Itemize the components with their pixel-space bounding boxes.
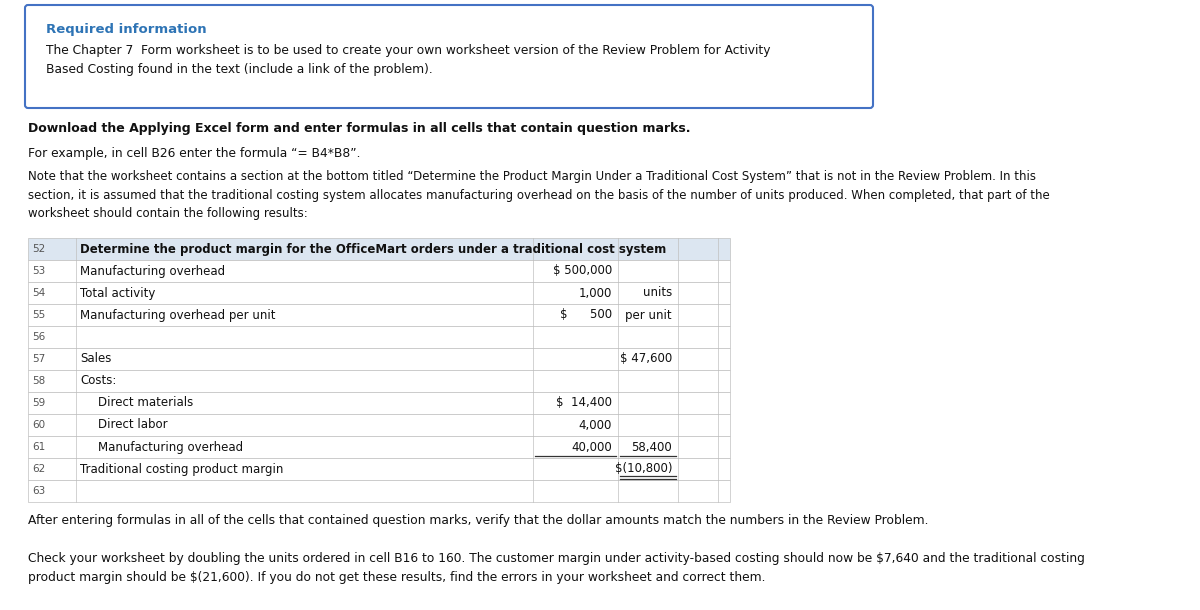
Bar [28, 304, 730, 326]
Text: 58: 58 [32, 376, 46, 386]
Text: Manufacturing overhead per unit: Manufacturing overhead per unit [80, 309, 276, 321]
Text: The Chapter 7  Form worksheet is to be used to create your own worksheet version: The Chapter 7 Form worksheet is to be us… [46, 44, 770, 76]
Text: 40,000: 40,000 [571, 440, 612, 453]
Text: 54: 54 [32, 288, 46, 298]
Bar [28, 282, 730, 304]
Bar [28, 370, 730, 392]
Text: Costs:: Costs: [80, 375, 116, 387]
Bar [28, 414, 730, 436]
Text: units: units [643, 287, 672, 300]
Text: 62: 62 [32, 464, 46, 474]
Text: Check your worksheet by doubling the units ordered in cell B16 to 160. The custo: Check your worksheet by doubling the uni… [28, 552, 1085, 584]
Bar [28, 326, 730, 348]
Text: Manufacturing overhead: Manufacturing overhead [98, 440, 244, 453]
Bar [28, 238, 730, 260]
Text: 55: 55 [32, 310, 46, 320]
Text: $      500: $ 500 [560, 309, 612, 321]
Text: 60: 60 [32, 420, 46, 430]
Text: 63: 63 [32, 486, 46, 496]
Bar [28, 392, 730, 414]
Text: Required information: Required information [46, 23, 206, 36]
Text: 56: 56 [32, 332, 46, 342]
Text: 61: 61 [32, 442, 46, 452]
Bar [28, 260, 730, 282]
Text: Note that the worksheet contains a section at the bottom titled “Determine the P: Note that the worksheet contains a secti… [28, 170, 1050, 220]
Bar [28, 458, 730, 480]
Bar [28, 480, 730, 502]
Text: Direct labor: Direct labor [98, 418, 168, 431]
Text: Total activity: Total activity [80, 287, 155, 300]
Text: 58,400: 58,400 [631, 440, 672, 453]
Text: 57: 57 [32, 354, 46, 364]
Text: Determine the product margin for the OfficeMart orders under a traditional cost : Determine the product margin for the Off… [80, 243, 666, 256]
Text: $(10,800): $(10,800) [614, 462, 672, 476]
Text: Manufacturing overhead: Manufacturing overhead [80, 265, 226, 278]
Text: Sales: Sales [80, 353, 112, 365]
Text: $ 500,000: $ 500,000 [553, 265, 612, 278]
Bar [28, 436, 730, 458]
Text: After entering formulas in all of the cells that contained question marks, verif: After entering formulas in all of the ce… [28, 514, 929, 527]
Text: Traditional costing product margin: Traditional costing product margin [80, 462, 283, 476]
Text: Direct materials: Direct materials [98, 396, 193, 409]
FancyBboxPatch shape [25, 5, 874, 108]
Bar [28, 348, 730, 370]
Text: $ 47,600: $ 47,600 [619, 353, 672, 365]
Text: For example, in cell B26 enter the formula “= B4*B8”.: For example, in cell B26 enter the formu… [28, 147, 360, 160]
Text: $  14,400: $ 14,400 [556, 396, 612, 409]
Text: 53: 53 [32, 266, 46, 276]
Text: 59: 59 [32, 398, 46, 408]
Text: 1,000: 1,000 [578, 287, 612, 300]
Text: per unit: per unit [625, 309, 672, 321]
Text: 4,000: 4,000 [578, 418, 612, 431]
Text: Download the Applying Excel form and enter formulas in all cells that contain qu: Download the Applying Excel form and ent… [28, 122, 690, 135]
Text: 52: 52 [32, 244, 46, 254]
